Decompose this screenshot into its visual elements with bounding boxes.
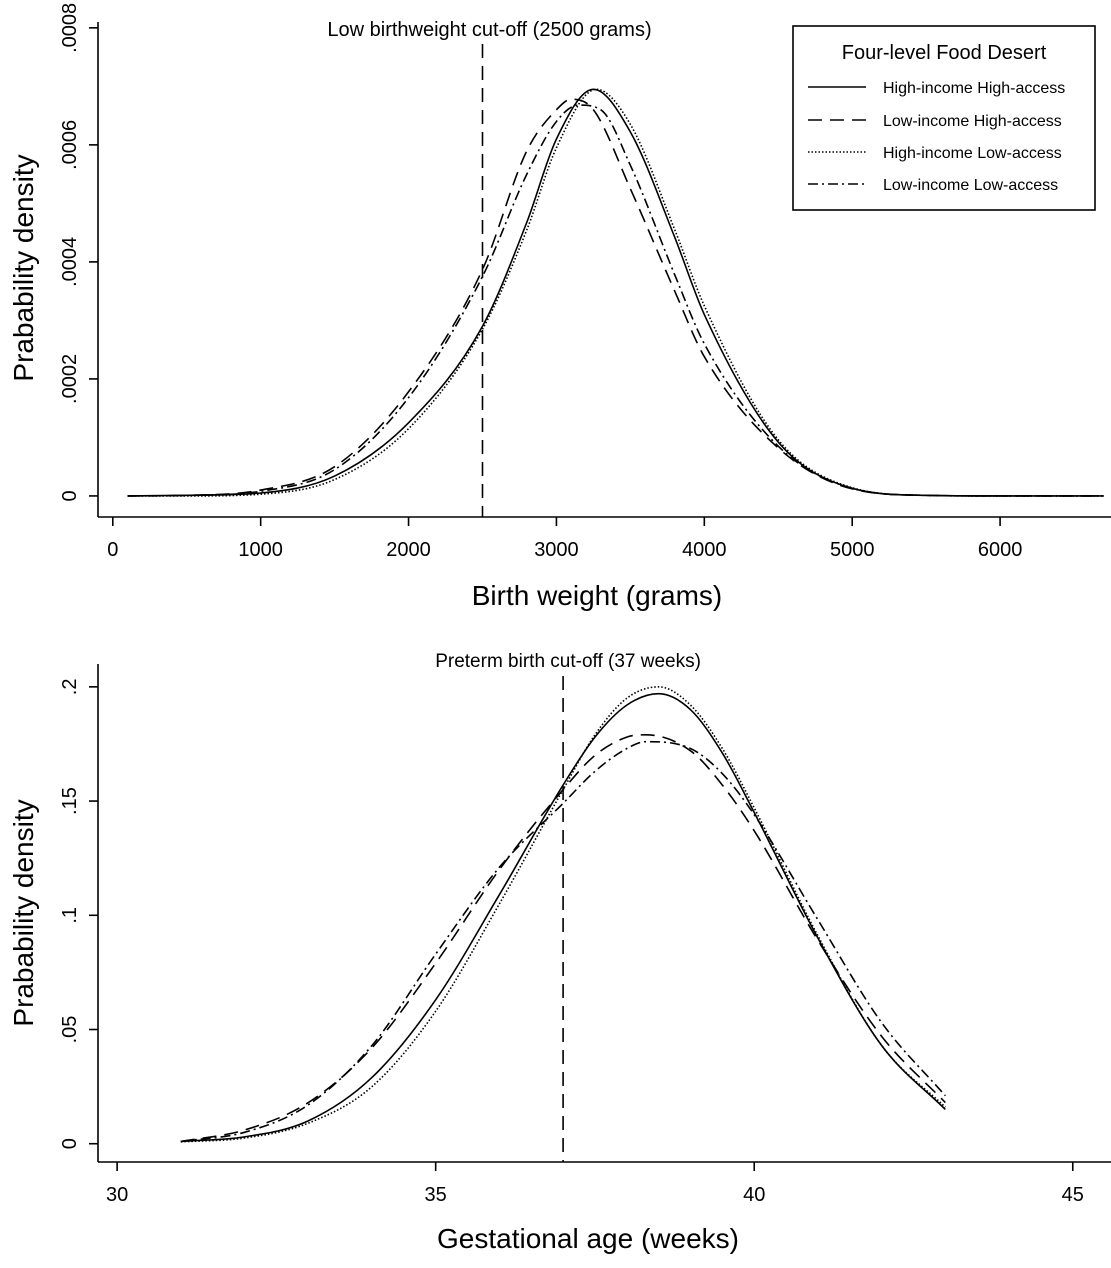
y-tick-label: .0002	[59, 354, 81, 404]
x-tick-label: 5000	[830, 539, 875, 561]
legend-box	[792, 25, 1096, 211]
birth-weight-chart: 0 1000 2000 3000 4000 5000 6000 0 .0002 .0004 .00…	[8, 3, 1111, 611]
y-tick-label: 0	[59, 1138, 81, 1149]
legend-label: High-income Low-access	[883, 145, 1062, 162]
y-tick-label: .1	[59, 907, 81, 924]
y-tick-label: .0006	[59, 120, 81, 170]
legend-title: Four-level Food Desert	[842, 42, 1047, 64]
y-tick-label: .05	[59, 1016, 81, 1044]
x-tick-label: 6000	[978, 539, 1023, 561]
birth-weight-axes	[97, 22, 1111, 518]
series-line-high-income-low-access	[180, 686, 946, 1143]
series-group	[127, 88, 1104, 497]
cutoff-label: Low birthweight cut-off (2500 grams)	[327, 19, 651, 41]
x-tick-label: 40	[743, 1184, 765, 1206]
y-tick-label: 0	[59, 490, 81, 501]
series-line-high-income-high-access	[180, 692, 946, 1143]
legend-item-high-income-low-access: High-income Low-access	[808, 145, 1062, 162]
y-tick-label: .0004	[59, 237, 81, 287]
gestational-age-chart: 30 35 40 45 0 .05 .1 .15 .2 Preterm birth cut-o…	[8, 651, 1111, 1254]
x-tick-label: 0	[107, 539, 118, 561]
legend: Four-level Food Desert High-income High-…	[792, 25, 1096, 211]
x-ticks: 30 35 40 45	[106, 1162, 1084, 1206]
y-tick-label: .0008	[59, 3, 81, 53]
x-tick-label: 3000	[534, 539, 579, 561]
y-axis-label: Prabability density	[8, 154, 39, 381]
legend-item-low-income-low-access: Low-income Low-access	[808, 177, 1058, 194]
y-ticks: 0 .0002 .0004 .0006 .0008	[59, 3, 98, 501]
x-axis-label: Birth weight (grams)	[472, 580, 723, 611]
x-tick-label: 1000	[238, 539, 283, 561]
cutoff-group: Low birthweight cut-off (2500 grams)	[327, 19, 652, 517]
cutoff-label: Preterm birth cut-off (37 weeks)	[435, 651, 701, 672]
series-line-low-income-high-access	[127, 98, 1104, 497]
legend-label: Low-income High-access	[883, 113, 1062, 130]
y-tick-label: .2	[59, 679, 81, 696]
legend-item-low-income-high-access: Low-income High-access	[808, 113, 1062, 130]
y-tick-label: .15	[59, 787, 81, 815]
x-tick-label: 45	[1062, 1184, 1084, 1206]
y-axis-label: Prabability density	[8, 799, 39, 1026]
legend-item-high-income-high-access: High-income High-access	[808, 80, 1065, 97]
series-group	[180, 686, 946, 1143]
y-ticks: 0 .05 .1 .15 .2	[59, 679, 98, 1149]
legend-label: Low-income Low-access	[883, 177, 1058, 194]
series-line-low-income-low-access	[127, 104, 1104, 497]
series-line-low-income-low-access	[180, 740, 946, 1143]
legend-label: High-income High-access	[883, 80, 1065, 97]
gestational-age-axes	[97, 664, 1111, 1163]
x-axis-label: Gestational age (weeks)	[437, 1223, 739, 1254]
x-ticks: 0 1000 2000 3000 4000 5000 6000	[107, 517, 1022, 561]
cutoff-group: Preterm birth cut-off (37 weeks)	[435, 651, 701, 1162]
x-tick-label: 35	[425, 1184, 447, 1206]
x-tick-label: 2000	[386, 539, 431, 561]
x-tick-label: 30	[106, 1184, 128, 1206]
x-tick-label: 4000	[682, 539, 727, 561]
